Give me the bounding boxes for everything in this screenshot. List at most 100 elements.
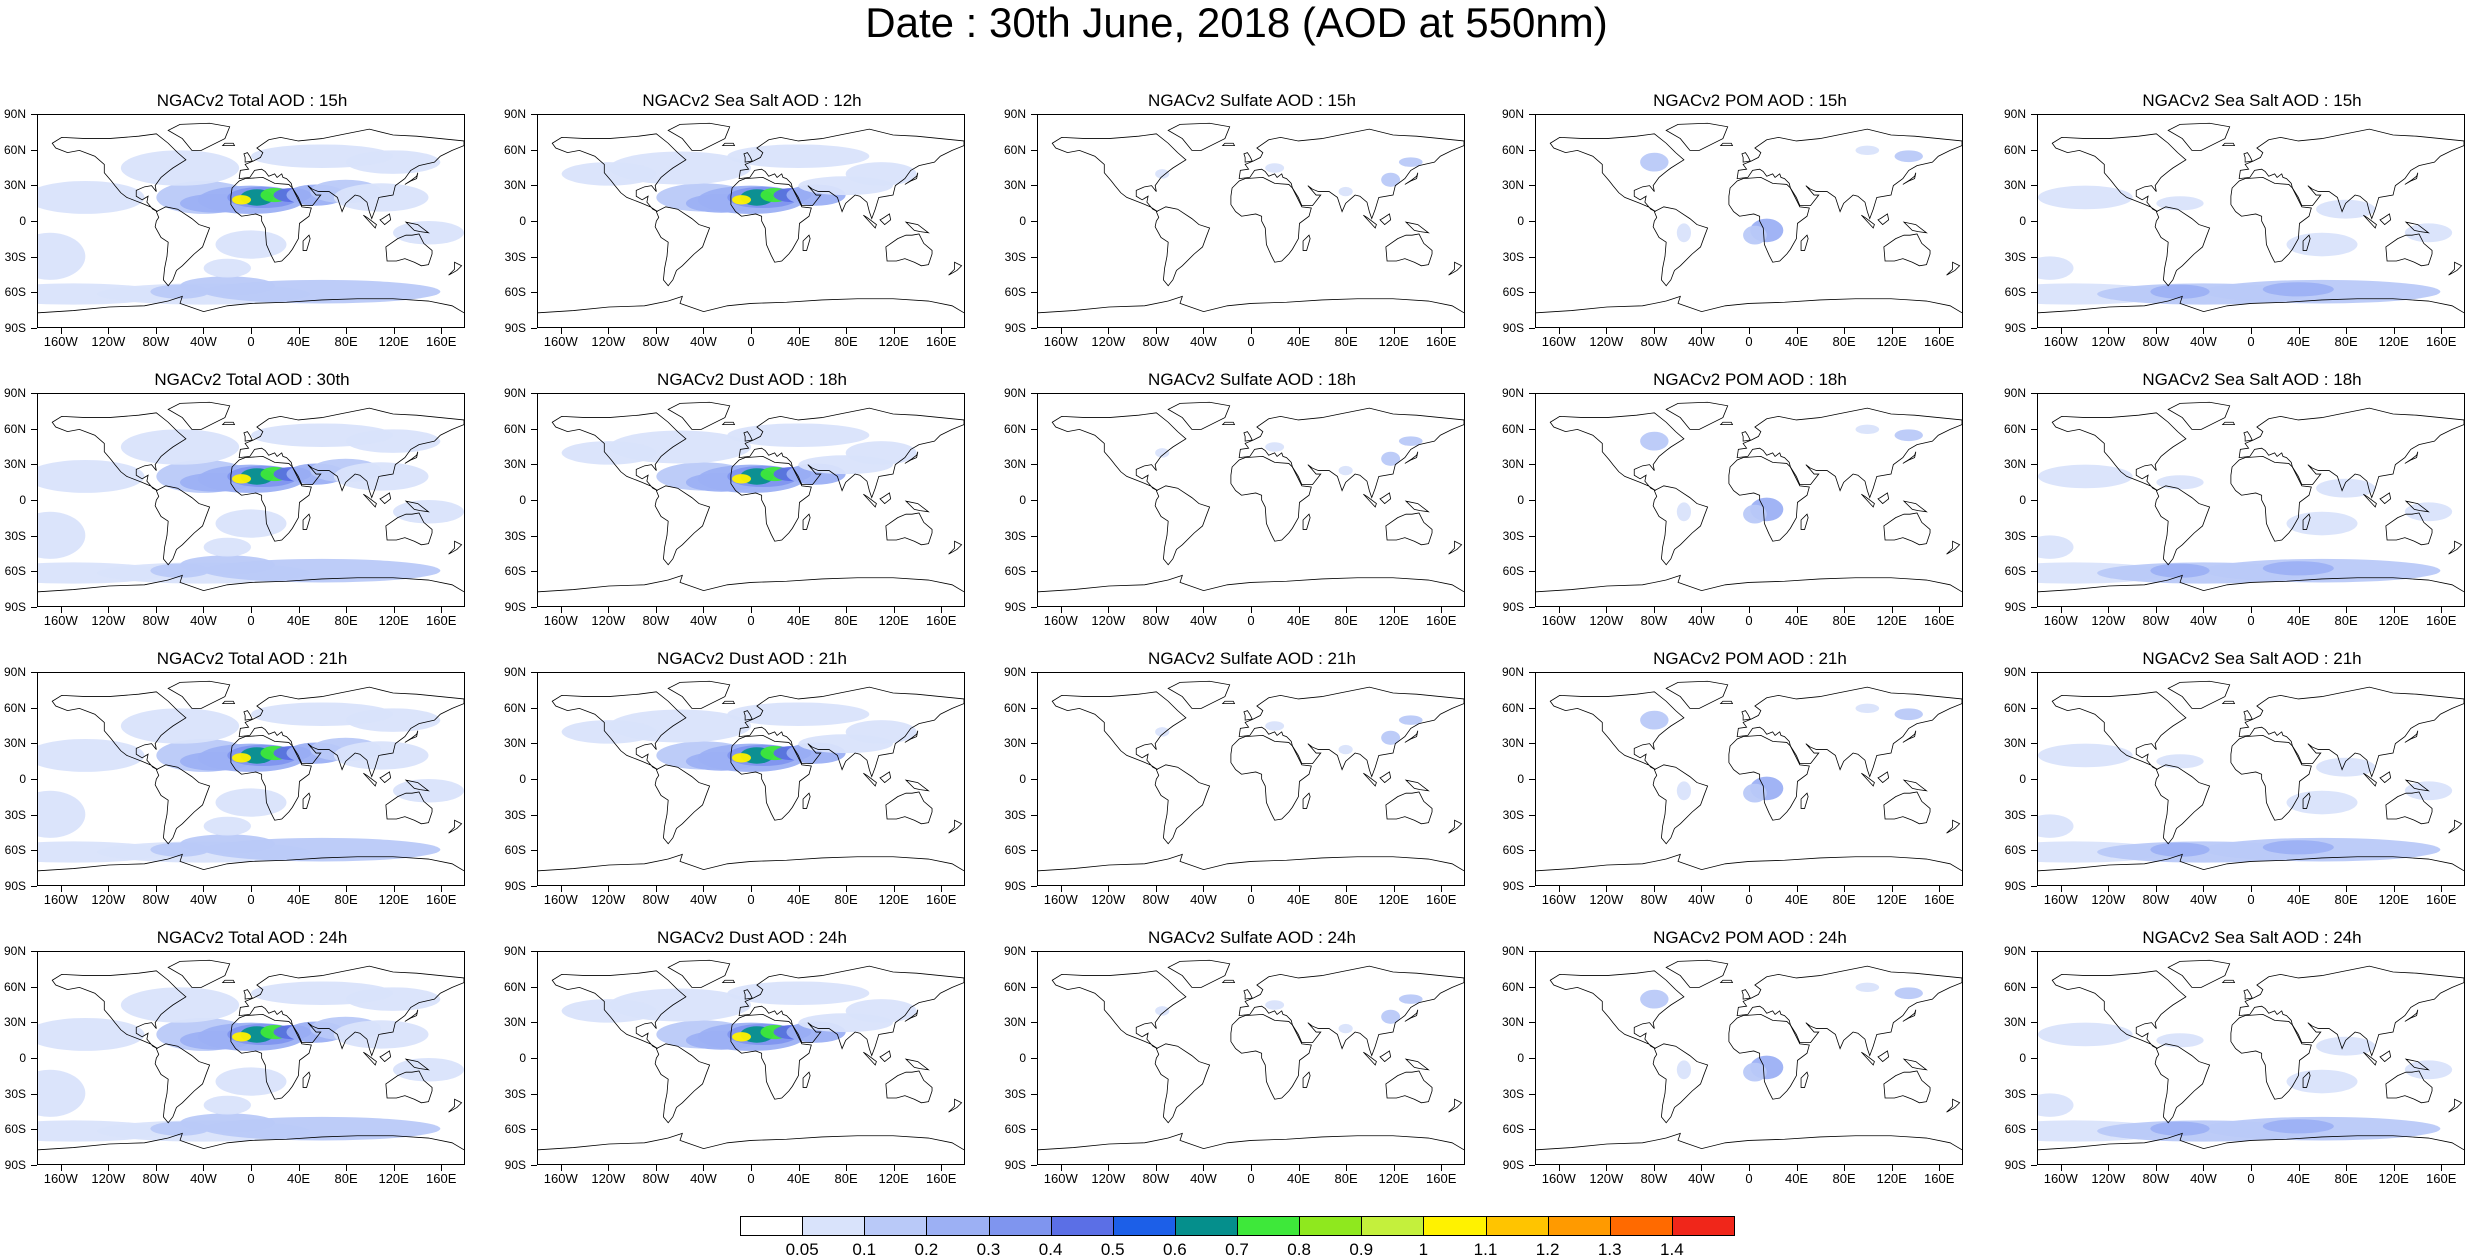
lat-tick-label: 60S [4,843,26,858]
lon-tick-label: 80E [2334,613,2358,628]
lon-tick-label: 40E [786,334,811,349]
lon-tick [1060,886,1062,892]
lon-tick-label: 0 [2247,892,2255,907]
lon-tick [1796,1165,1798,1171]
lat-tick-label: 60N [1501,979,1524,994]
lat-tick [2031,1165,2037,1166]
lat-tick [1031,779,1037,780]
coastline [1728,1014,1810,1100]
lon-tick [2441,1165,2443,1171]
lat-tick-label: 90N [1501,944,1524,958]
coastline [885,233,933,267]
lon-tick-label: 80W [1640,892,1668,907]
coastline [863,493,877,508]
lat-tick-label: 90N [2003,386,2026,400]
lon-tick [441,1165,443,1171]
lon-tick [1653,1165,1655,1171]
coastline [363,214,377,229]
aod-contour-region [38,459,145,493]
aod-contour-region [2150,284,2210,299]
lon-tick-label: 120E [878,334,909,349]
lon-tick [393,607,395,613]
coastline [904,730,919,743]
lon-tick-label: 120W [591,334,626,349]
lat-tick [1031,951,1037,952]
lon-tick [60,607,62,613]
lon-tick [1393,886,1395,892]
lon-tick [2346,607,2348,613]
lon-tick-label: 40W [690,892,717,907]
coastline [948,261,963,276]
coastline [154,1043,211,1124]
lon-tick [1346,1165,1348,1171]
lon-tick [393,328,395,334]
coastline [2238,965,2464,1057]
lat-tick-label: 30S [2004,528,2026,543]
lon-tick-label: 160W [2043,1171,2078,1186]
aod-contour-region [845,999,917,1023]
coastline [2230,735,2312,821]
lon-tick-label: 0 [747,892,755,907]
coastline [238,407,464,499]
lon-tick [2298,886,2300,892]
lat-tick [1031,1165,1037,1166]
coastline [1902,221,1928,234]
coastline [1167,401,1231,430]
lat-tick [31,256,37,258]
coastline [1883,512,1931,546]
lon-tick [60,1165,62,1171]
antarctic-coastline [1536,295,1962,314]
lon-tick [1749,607,1750,613]
coastline [1861,1051,1875,1066]
coastline [2051,691,2187,770]
lon-tick-label: 40E [786,892,811,907]
lon-tick [1939,886,1941,892]
lat-tick-label: 60S [1004,564,1026,579]
coastline [385,1070,433,1104]
map-frame [2037,672,2465,886]
coastline [743,710,753,721]
lon-tick [1606,1165,1608,1171]
lat-tick [2031,672,2037,673]
lat-tick-label: 0 [2019,772,2026,786]
lon-tick [203,328,205,334]
lon-tick [1939,328,1941,334]
lon-tick-label: 160E [426,613,457,628]
lat-tick-label: 60S [1004,1122,1026,1137]
lat-tick-label: 90N [1501,386,1524,400]
lat-tick [531,535,537,537]
antarctic-coastline [1038,1132,1464,1151]
lat-tick [31,814,37,816]
aod-contour-region [561,441,657,465]
lat-tick [531,221,537,222]
antarctic-coastline [38,574,464,593]
coastline [730,177,812,263]
lon-tick [2298,1165,2300,1171]
lat-tick-label: 30N [1501,457,1524,472]
lat-tick [31,1022,37,1024]
lat-tick [1031,185,1037,187]
antarctic-coastline [2038,1132,2464,1151]
lon-tick-label: 80E [834,892,858,907]
lat-tick [531,607,537,608]
map-frame [37,672,465,886]
coastline [721,700,736,705]
aod-contour-region [232,195,251,205]
coastline [2243,431,2253,442]
lon-tick-label: 120W [91,334,126,349]
lat-tick-label: 90S [4,600,26,614]
lon-tick [893,1165,895,1171]
lat-tick [531,114,537,115]
aod-contour-region [251,423,394,447]
lon-tick [203,886,205,892]
lon-tick [1701,1165,1703,1171]
lat-tick-label: 30S [504,528,526,543]
aod-contour-region [1743,783,1767,803]
coastlines [1038,122,1464,314]
coastline [1448,1098,1463,1113]
aod-map [38,680,464,872]
coastline [404,221,430,234]
lon-tick-label: 160E [926,334,957,349]
coastline [379,213,392,226]
lon-tick [1060,607,1062,613]
